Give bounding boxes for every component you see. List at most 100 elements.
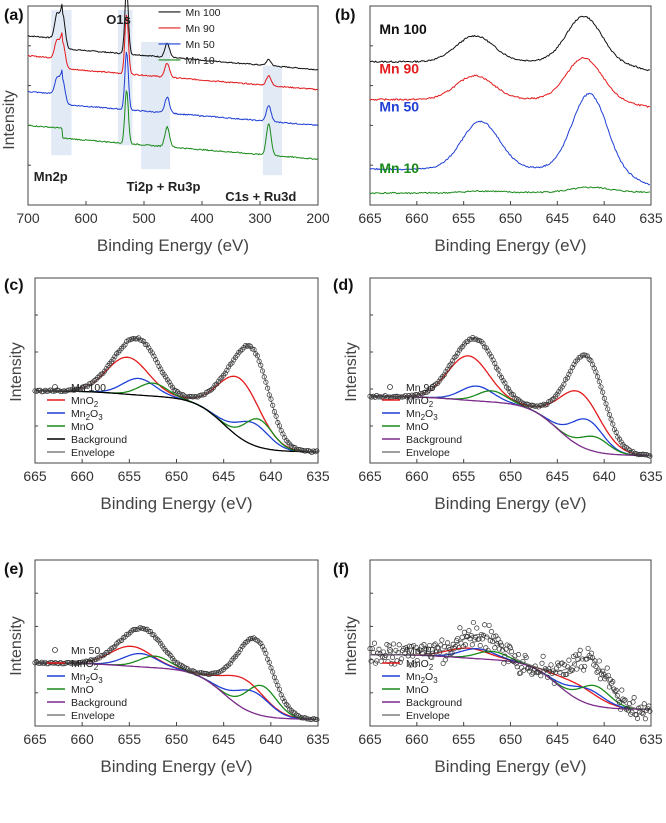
data-point [618, 439, 624, 445]
data-point [492, 645, 498, 651]
data-point [428, 654, 434, 660]
series-label: Mn 100 [379, 21, 427, 37]
x-tick-label: 655 [452, 210, 476, 226]
data-point [96, 373, 103, 379]
data-point [598, 671, 605, 677]
data-point [404, 394, 410, 400]
data-point [227, 660, 233, 666]
data-point [538, 673, 544, 679]
data-point [379, 654, 385, 660]
data-point [146, 628, 152, 634]
data-point [35, 660, 41, 666]
data-point [603, 401, 609, 407]
data-point [314, 717, 320, 723]
data-point [532, 663, 538, 669]
data-point [40, 389, 47, 395]
data-point [414, 657, 420, 664]
data-point [407, 394, 414, 400]
data-point [283, 701, 289, 707]
data-point [371, 640, 378, 646]
legend-label: Mn2O3 [406, 671, 438, 685]
x-tick-label: 640 [592, 210, 616, 226]
x-tick-label: 645 [546, 731, 570, 747]
data-point [466, 628, 472, 634]
data-point [237, 348, 244, 354]
series-label: Mn 90 [379, 61, 419, 77]
data-point [130, 627, 137, 633]
x-axis-label: Binding Energy (eV) [434, 757, 586, 776]
data-point [547, 398, 553, 404]
data-point [619, 687, 625, 693]
data-point [594, 669, 600, 675]
data-point [565, 664, 571, 670]
data-point [103, 365, 109, 372]
data-point [539, 660, 545, 666]
x-tick-label: 300 [248, 210, 272, 226]
x-axis-label: Binding Energy (eV) [100, 757, 252, 776]
data-point [410, 653, 416, 659]
data-point [462, 642, 469, 648]
data-point [505, 386, 511, 392]
survey-line-mn50 [27, 51, 319, 126]
data-point [229, 360, 235, 366]
data-point [192, 669, 198, 675]
data-point [270, 669, 276, 675]
data-point [605, 406, 611, 412]
data-point [597, 676, 603, 682]
panel-f: 665 660 655 650 645 640 635 Binding Energy (eV)… [333, 559, 663, 776]
legend-label: Mn 90 [406, 382, 435, 394]
data-point [604, 665, 610, 671]
x-tick-label: 650 [165, 731, 189, 747]
x-tick-label: 640 [259, 468, 283, 484]
data-point [545, 674, 551, 680]
data-point [520, 658, 526, 665]
spectrum-line-mn10 [369, 186, 651, 195]
data-point [425, 646, 431, 652]
data-point [396, 394, 402, 400]
data-point [596, 379, 602, 385]
data-point [440, 660, 446, 666]
data-point [456, 645, 462, 651]
background-line [370, 395, 650, 457]
data-point [475, 337, 481, 343]
data-point [549, 670, 555, 676]
data-point [529, 671, 535, 678]
data-point [141, 338, 147, 344]
data-point [491, 633, 497, 639]
data-point [569, 364, 575, 370]
data-point [623, 444, 629, 451]
data-point [382, 393, 388, 399]
data-point [378, 658, 384, 664]
data-point [395, 649, 401, 656]
y-axis-label: Intensity [1, 90, 18, 150]
data-point [458, 640, 464, 646]
data-point [256, 639, 262, 645]
data-point [469, 642, 475, 648]
data-point [581, 667, 587, 673]
data-point [453, 353, 459, 359]
data-point [302, 714, 308, 721]
data-point [536, 404, 542, 410]
data-point [468, 633, 474, 639]
data-point [540, 653, 546, 659]
series-label: Mn 10 [379, 160, 419, 176]
data-point [285, 439, 291, 445]
data-point [266, 659, 272, 666]
x-tick-label: 645 [212, 468, 236, 484]
data-point [227, 361, 233, 367]
data-point [485, 348, 491, 354]
data-point [479, 636, 485, 642]
data-point [606, 684, 612, 690]
data-point [169, 384, 176, 390]
data-point [512, 653, 518, 659]
data-point [375, 394, 381, 400]
data-point [487, 351, 493, 357]
data-point [525, 665, 532, 671]
data-point [156, 363, 162, 369]
data-point [222, 370, 228, 376]
data-point [521, 667, 527, 673]
data-point [273, 413, 279, 419]
survey-line-mn100 [27, 0, 318, 71]
data-point [156, 638, 162, 644]
data-point [90, 379, 96, 385]
